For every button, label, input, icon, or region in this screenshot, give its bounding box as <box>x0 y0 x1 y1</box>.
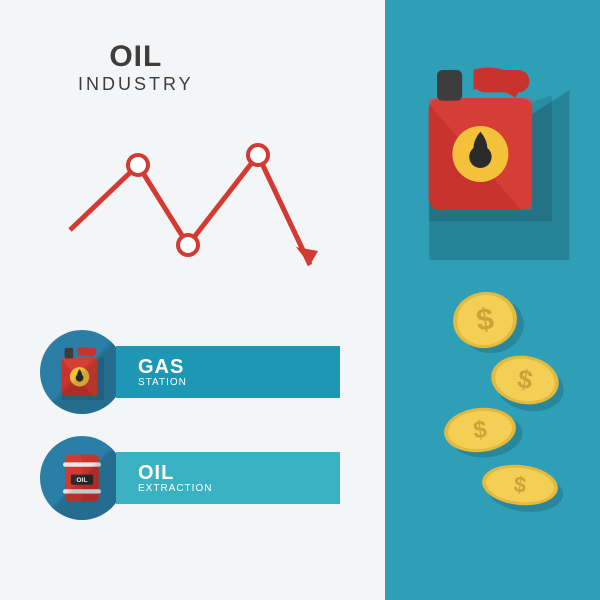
info-label-small: EXTRACTION <box>138 483 340 494</box>
coin-icon: $ <box>486 350 568 416</box>
svg-text:OIL: OIL <box>76 477 87 484</box>
info-label-big: OIL <box>138 462 340 485</box>
info-label-small: STATION <box>138 377 340 388</box>
coin-icon: $ <box>442 404 525 462</box>
title-line2: INDUSTRY <box>78 74 194 95</box>
info-label: OILEXTRACTION <box>116 452 340 504</box>
svg-text:$: $ <box>513 471 528 497</box>
trend-chart <box>60 135 320 285</box>
info-row: GASSTATION <box>40 330 340 414</box>
info-label: GASSTATION <box>116 346 340 398</box>
right-panel: $$$$ <box>385 0 600 600</box>
title-line1: OIL <box>78 40 194 74</box>
jerrycan-icon <box>40 330 124 414</box>
page-title: OIL INDUSTRY <box>78 40 194 95</box>
info-row: OIL OILEXTRACTION <box>40 436 340 520</box>
info-rows: GASSTATION OIL OILEXTRACTION <box>40 330 340 542</box>
coins-group: $$$$ <box>385 0 600 600</box>
coin-icon: $ <box>449 287 527 358</box>
info-label-big: GAS <box>138 356 340 379</box>
left-panel: OIL INDUSTRY GASSTATION OIL OILEXTRACTIO… <box>0 0 385 600</box>
coin-icon: $ <box>479 461 565 515</box>
barrel-icon: OIL <box>40 436 124 520</box>
infographic-canvas: OIL INDUSTRY GASSTATION OIL OILEXTRACTIO… <box>0 0 600 600</box>
